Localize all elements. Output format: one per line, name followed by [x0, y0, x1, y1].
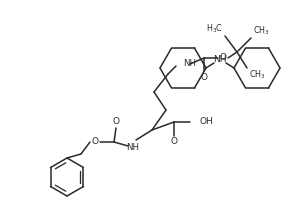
Text: O: O — [201, 73, 208, 82]
Text: CH$_3$: CH$_3$ — [249, 69, 266, 81]
Text: NH: NH — [183, 60, 196, 69]
Text: O: O — [91, 138, 98, 147]
Text: OH: OH — [199, 117, 213, 126]
Text: CH$_3$: CH$_3$ — [253, 25, 270, 37]
Text: O: O — [112, 117, 119, 126]
Text: NH: NH — [126, 143, 140, 152]
Text: NH: NH — [213, 56, 227, 65]
Text: O: O — [171, 136, 178, 145]
Text: H$_3$C: H$_3$C — [206, 23, 223, 35]
Text: O: O — [220, 54, 227, 62]
